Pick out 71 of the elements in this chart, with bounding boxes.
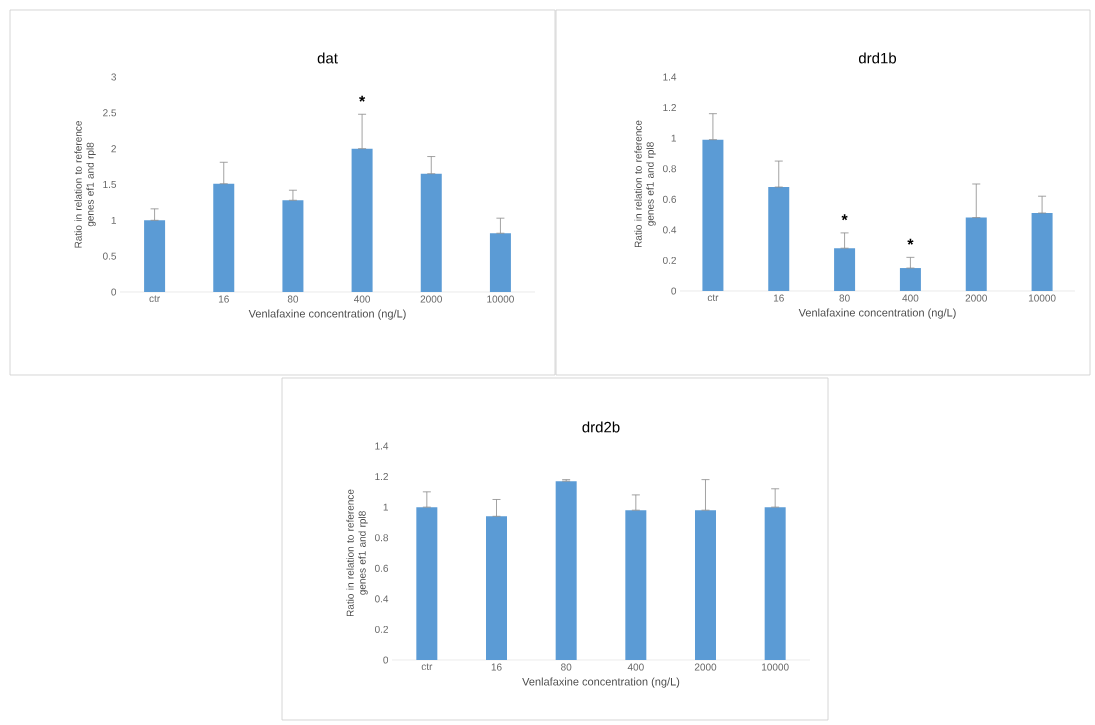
bar	[764, 507, 786, 660]
bar	[834, 248, 856, 291]
bar	[768, 187, 790, 291]
y-tick-label: 1.5	[103, 181, 117, 188]
x-tick-label: ctr	[707, 294, 719, 302]
y-tick-label: 1.2	[663, 104, 676, 112]
y-tick-label: 2.5	[103, 109, 117, 117]
x-tick-label: 80	[561, 663, 572, 671]
x-tick-label: 16	[491, 663, 502, 671]
y-tick-label: 1	[111, 216, 116, 224]
x-tick-label: 80	[287, 295, 299, 303]
bar	[695, 510, 716, 660]
x-tick-label: ctr	[149, 295, 160, 303]
x-tick-label: 80	[839, 294, 850, 302]
x-tick-label: 10000	[1028, 294, 1056, 302]
bar	[351, 148, 373, 292]
bar	[486, 516, 507, 660]
y-tick-label: 3	[111, 73, 117, 81]
x-tick-label: 400	[627, 663, 644, 671]
x-axis-title: Venlafaxine concentration (ng/L)	[248, 309, 406, 320]
x-tick-label: 10000	[762, 663, 789, 671]
x-tick-label: 16	[218, 295, 229, 303]
chart-title: drd1b	[858, 52, 897, 64]
chart-title: drd2b	[582, 421, 620, 433]
y-axis-title: Ratio in relation to reference genes ef1 and rpl8	[74, 121, 96, 248]
x-tick-label: 2000	[420, 295, 442, 303]
y-tick-label: 0.4	[374, 595, 389, 603]
x-tick-label: 16	[773, 294, 784, 302]
y-tick-label: 1.4	[663, 73, 677, 81]
bar	[416, 507, 438, 660]
y-tick-label: 1.4	[375, 442, 389, 450]
bar	[144, 220, 166, 292]
y-tick-label: 0.8	[374, 534, 389, 542]
y-tick-label: 0	[111, 288, 117, 296]
annotation: *	[841, 214, 848, 221]
x-tick-label: 400	[353, 295, 371, 303]
bar	[1031, 213, 1053, 291]
bar	[282, 200, 304, 292]
x-tick-label: 10000	[487, 295, 514, 303]
x-tick-label: 400	[902, 294, 919, 302]
y-tick-label: 0.6	[374, 564, 389, 572]
annotation: *	[907, 238, 914, 245]
x-tick-label: ctr	[421, 663, 433, 671]
y-tick-label: 2	[111, 145, 116, 153]
x-tick-label: 2000	[965, 294, 987, 302]
y-axis-title: Ratio in relation to reference genes ef1 and rpl8	[634, 120, 656, 248]
bar	[702, 139, 724, 291]
bar	[555, 481, 577, 660]
bar	[625, 510, 647, 660]
y-tick-label: 1	[383, 503, 388, 511]
x-tick-label: 2000	[694, 663, 717, 671]
y-tick-label: 0.2	[374, 625, 388, 633]
y-tick-label: 1	[671, 134, 676, 142]
chart-title: dat	[317, 52, 338, 64]
y-tick-label: 0	[383, 656, 389, 664]
y-tick-label: 0.4	[662, 226, 677, 234]
x-axis-title: Venlafaxine concentration (ng/L)	[798, 308, 956, 319]
bar	[899, 268, 921, 291]
bar	[489, 233, 511, 292]
annotation: *	[359, 95, 366, 102]
x-axis-title: Venlafaxine concentration (ng/L)	[522, 677, 680, 688]
bar	[420, 173, 442, 292]
y-tick-label: 0.5	[102, 252, 117, 260]
y-axis-title: Ratio in relation to reference genes ef1 and rpl8	[346, 489, 368, 617]
bar	[965, 217, 987, 291]
y-tick-label: 0	[671, 287, 677, 295]
bar	[213, 183, 235, 292]
y-tick-label: 0.2	[662, 256, 676, 264]
y-tick-label: 0.6	[662, 195, 677, 203]
y-tick-label: 0.8	[662, 165, 677, 173]
y-tick-label: 1.2	[375, 473, 388, 481]
